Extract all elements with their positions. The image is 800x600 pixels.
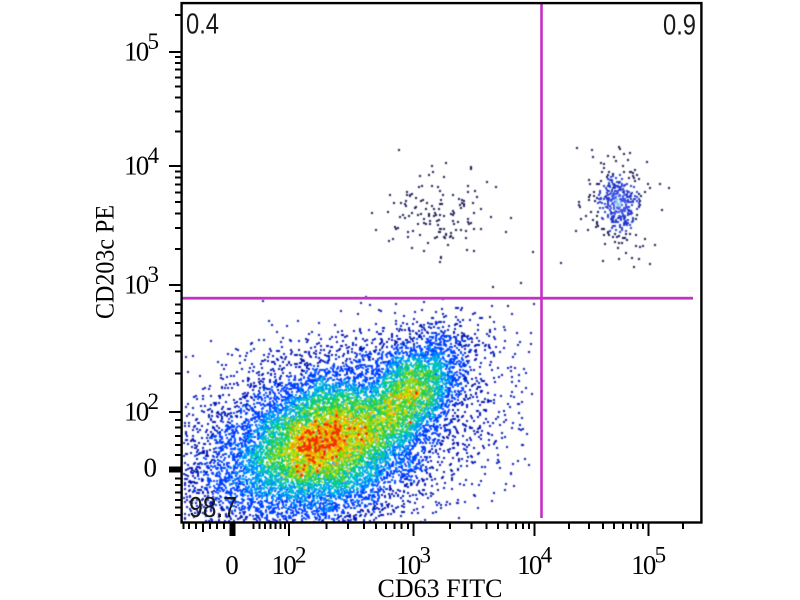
- svg-text:0: 0: [144, 453, 158, 483]
- svg-text:0: 0: [225, 550, 239, 580]
- svg-text:CD63 FITC: CD63 FITC: [378, 574, 503, 600]
- svg-text:0.4: 0.4: [186, 9, 219, 41]
- svg-text:0.9: 0.9: [663, 10, 696, 42]
- svg-text:CD203c PE: CD203c PE: [91, 205, 120, 319]
- svg-text:98.7: 98.7: [189, 492, 237, 524]
